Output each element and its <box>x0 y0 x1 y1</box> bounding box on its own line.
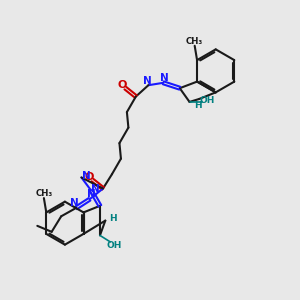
Text: N: N <box>87 190 96 200</box>
Text: N: N <box>70 198 79 208</box>
Text: H: H <box>194 101 202 110</box>
Text: OH: OH <box>200 96 215 105</box>
Text: N: N <box>82 171 91 181</box>
Text: CH₃: CH₃ <box>186 37 203 46</box>
Text: N: N <box>92 184 100 194</box>
Text: N: N <box>143 76 152 86</box>
Text: OH: OH <box>106 241 122 250</box>
Text: O: O <box>117 80 127 90</box>
Text: N: N <box>160 73 169 83</box>
Text: O: O <box>84 172 94 182</box>
Text: H: H <box>109 214 116 223</box>
Text: CH₃: CH₃ <box>35 189 52 198</box>
